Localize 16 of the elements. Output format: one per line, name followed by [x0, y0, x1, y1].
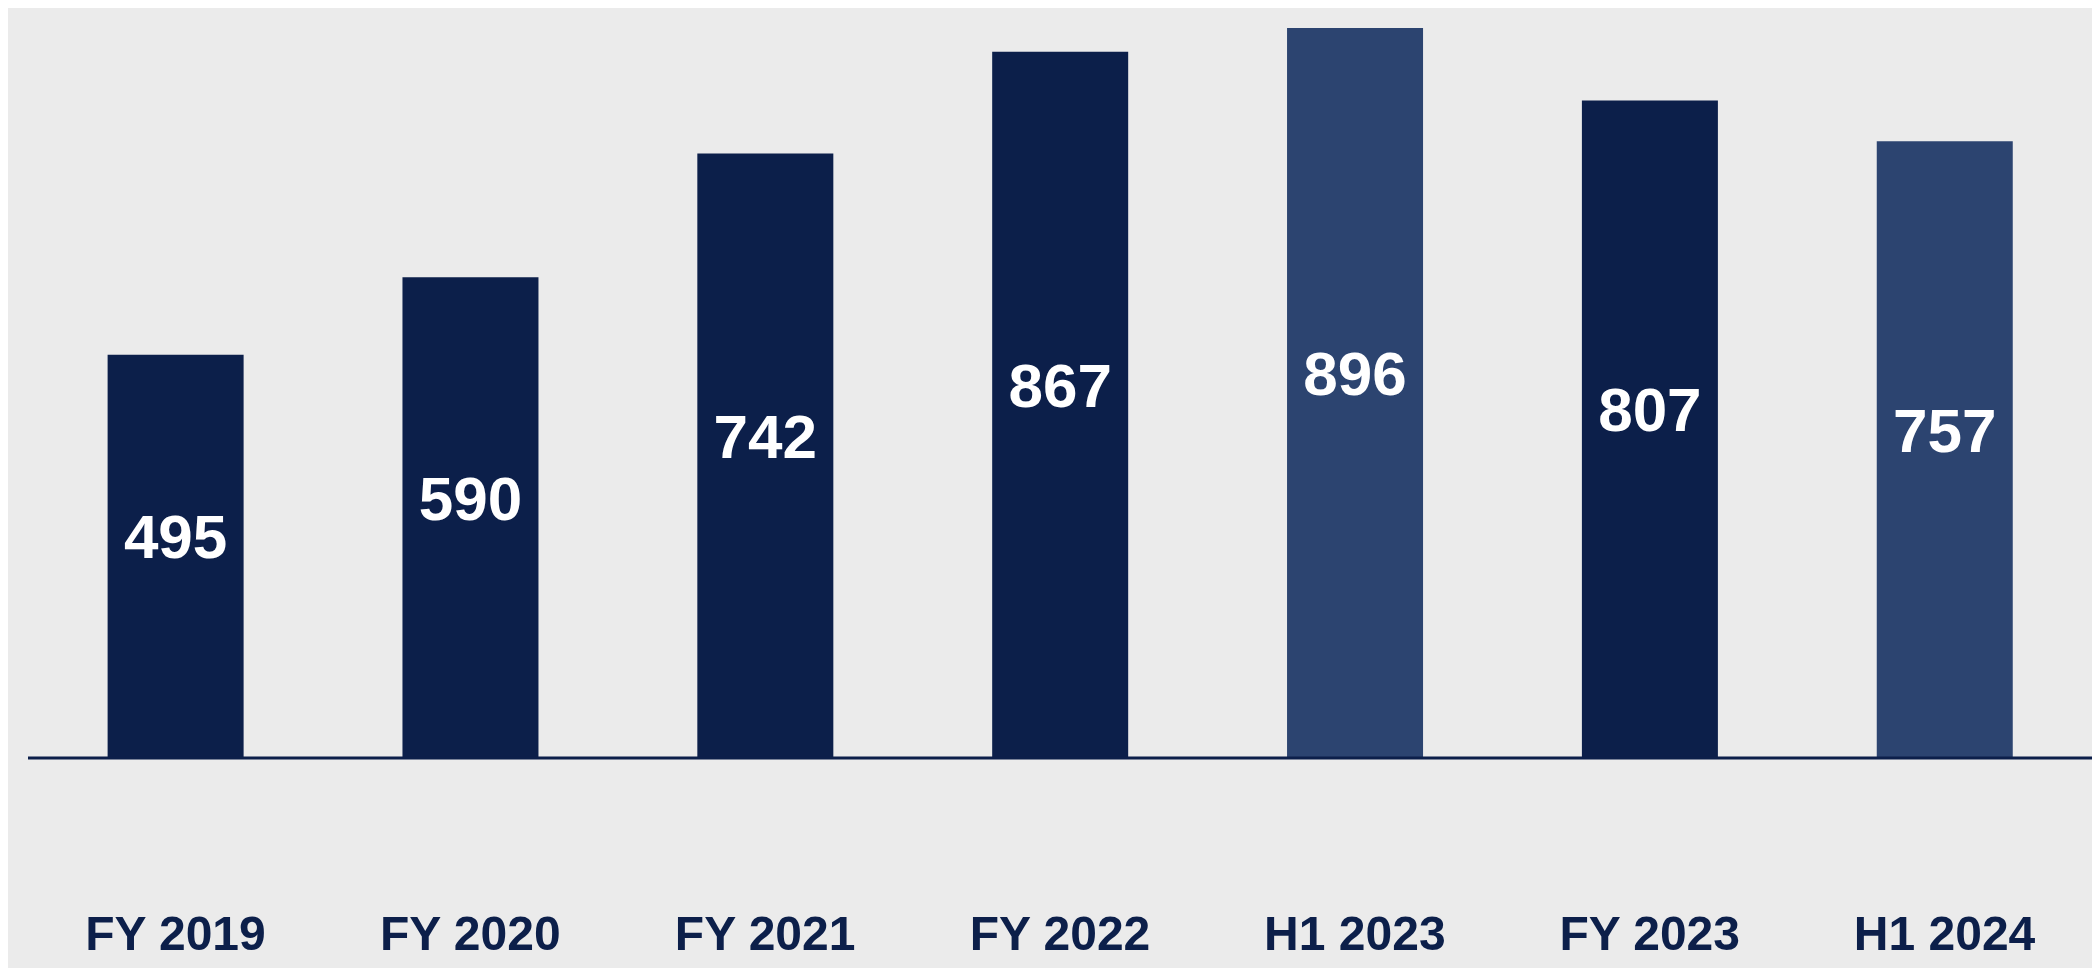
data-label: 867	[1008, 350, 1112, 420]
x-tick-label: FY 2023	[1559, 907, 1741, 961]
x-tick-label: FY 2021	[674, 907, 856, 961]
data-label: 742	[713, 401, 818, 471]
bar	[1287, 28, 1424, 758]
data-label: 807	[1598, 375, 1702, 445]
bar	[1876, 141, 2013, 758]
x-tick-label: H1 2023	[1264, 907, 1446, 961]
x-tick-label: FY 2022	[969, 907, 1151, 961]
data-label: 495	[123, 502, 228, 572]
data-label: 590	[418, 463, 523, 533]
x-tick-label: FY 2019	[85, 907, 266, 961]
data-label: 757	[1893, 395, 1997, 465]
x-tick-label: H1 2024	[1853, 907, 2036, 961]
x-tick-label: FY 2020	[379, 907, 561, 961]
data-label: 896	[1303, 339, 1407, 409]
